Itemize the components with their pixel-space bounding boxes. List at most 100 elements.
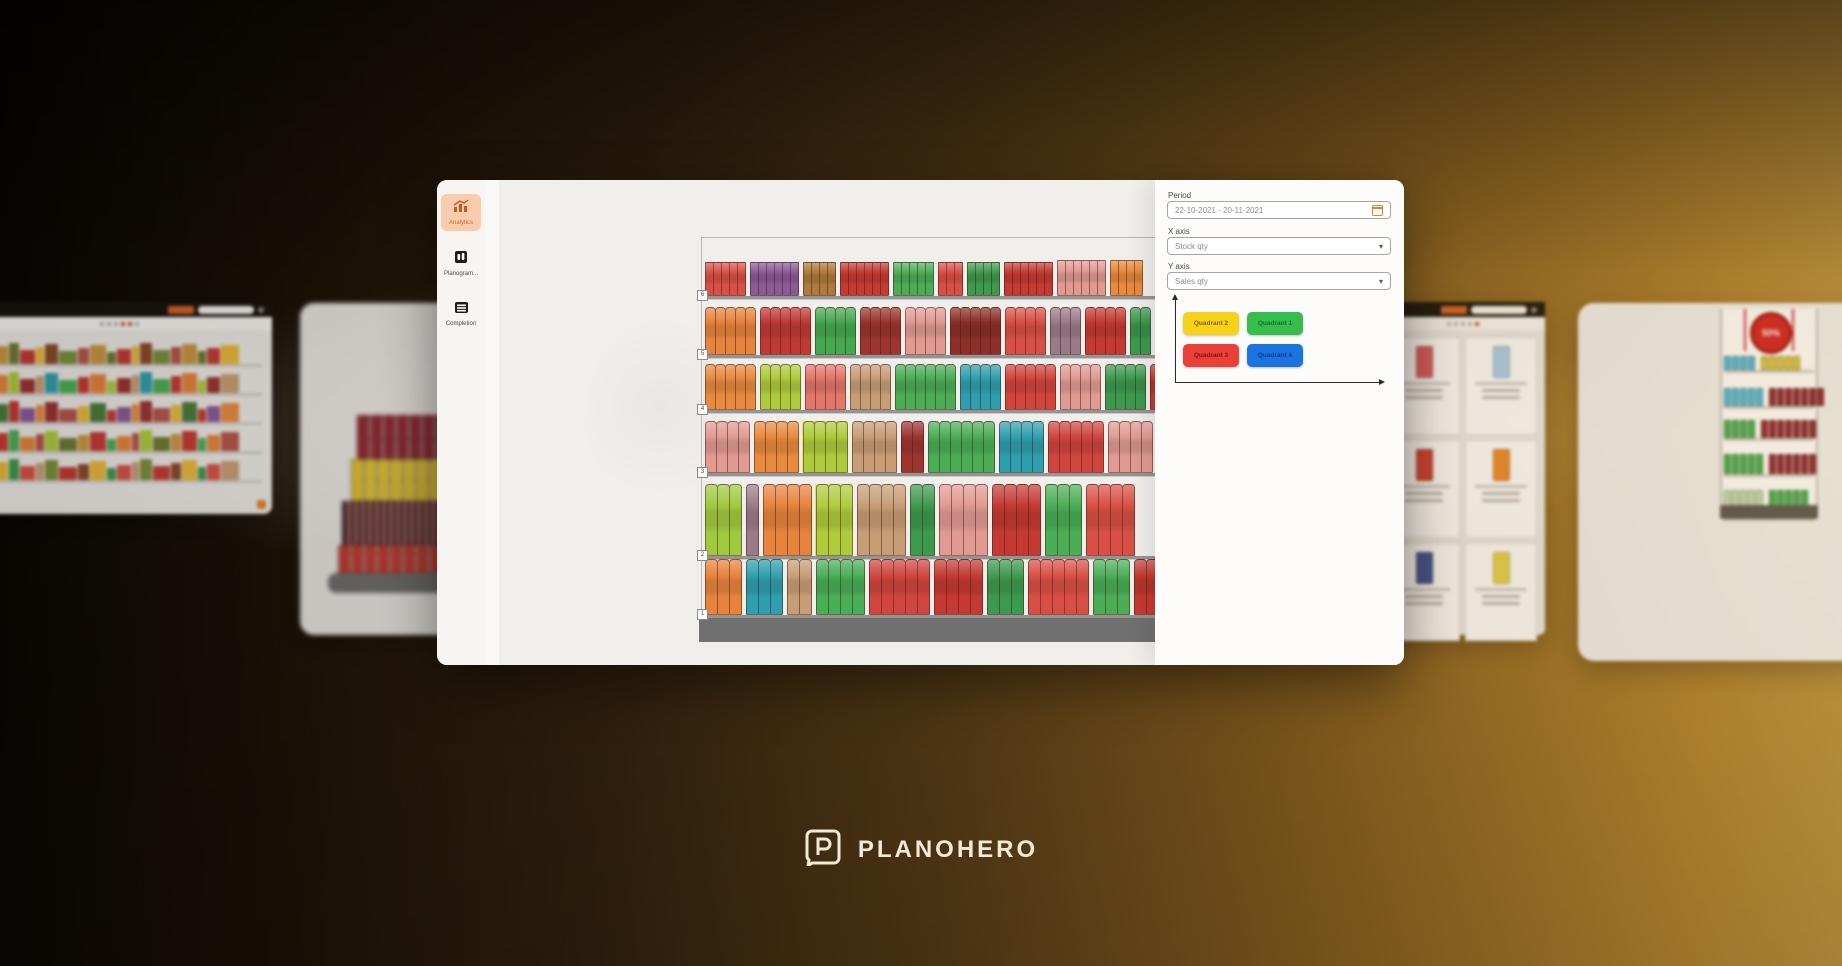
- product-facing[interactable]: [999, 559, 1012, 615]
- product-facing[interactable]: [763, 484, 776, 556]
- product-facing[interactable]: [1045, 364, 1056, 410]
- product-facing[interactable]: [1122, 484, 1135, 556]
- product-facing[interactable]: [790, 262, 799, 296]
- product-facing[interactable]: [1097, 260, 1106, 296]
- product-facing[interactable]: [990, 364, 1001, 410]
- product-facing[interactable]: [840, 484, 853, 556]
- product-facing[interactable]: [857, 484, 870, 556]
- product-facing[interactable]: [746, 484, 759, 556]
- product-facing[interactable]: [917, 559, 930, 615]
- product-facing[interactable]: [901, 421, 913, 473]
- product-facing[interactable]: [1140, 307, 1151, 355]
- product-facing[interactable]: [950, 421, 962, 473]
- product-facing[interactable]: [1059, 421, 1071, 473]
- product-facing[interactable]: [787, 421, 799, 473]
- product-facing[interactable]: [799, 484, 812, 556]
- product-facing[interactable]: [1052, 559, 1065, 615]
- product-facing[interactable]: [1134, 260, 1143, 296]
- product-facing[interactable]: [1105, 559, 1118, 615]
- product-facing[interactable]: [1004, 484, 1017, 556]
- product-facing[interactable]: [1057, 484, 1070, 556]
- product-facing[interactable]: [893, 559, 906, 615]
- x-axis-select[interactable]: Stock qty ▾: [1167, 237, 1391, 255]
- product-facing[interactable]: [827, 262, 836, 296]
- product-facing[interactable]: [869, 559, 882, 615]
- product-facing[interactable]: [893, 484, 906, 556]
- product-facing[interactable]: [881, 559, 894, 615]
- product-facing[interactable]: [835, 364, 846, 410]
- calendar-icon[interactable]: [1372, 204, 1383, 216]
- quadrant-button[interactable]: Quadrant 1: [1247, 312, 1303, 335]
- product-facing[interactable]: [816, 559, 829, 615]
- product-facing[interactable]: [946, 559, 959, 615]
- product-facing[interactable]: [1110, 484, 1123, 556]
- product-facing[interactable]: [840, 559, 853, 615]
- product-facing[interactable]: [1028, 559, 1041, 615]
- product-facing[interactable]: [991, 262, 1000, 296]
- product-facing[interactable]: [745, 364, 756, 410]
- product-facing[interactable]: [737, 262, 746, 296]
- y-axis-select[interactable]: Sales qty ▾: [1167, 272, 1391, 290]
- product-facing[interactable]: [816, 484, 829, 556]
- product-facing[interactable]: [939, 484, 952, 556]
- product-facing[interactable]: [1028, 484, 1041, 556]
- product-facing[interactable]: [990, 307, 1001, 355]
- product-facing[interactable]: [852, 421, 864, 473]
- product-facing[interactable]: [1035, 307, 1046, 355]
- product-facing[interactable]: [912, 421, 924, 473]
- product-facing[interactable]: [787, 559, 800, 615]
- product-facing[interactable]: [845, 307, 856, 355]
- product-facing[interactable]: [963, 484, 976, 556]
- product-facing[interactable]: [934, 559, 947, 615]
- product-facing[interactable]: [800, 307, 811, 355]
- sidebar-item-planogram[interactable]: Planogram...: [441, 245, 481, 282]
- product-facing[interactable]: [852, 559, 865, 615]
- quadrant-button[interactable]: Quadrant 4: [1247, 344, 1303, 367]
- product-facing[interactable]: [803, 421, 815, 473]
- product-facing[interactable]: [922, 484, 935, 556]
- product-facing[interactable]: [765, 421, 777, 473]
- product-facing[interactable]: [814, 421, 826, 473]
- period-date-input[interactable]: 22-10-2021 - 20-11-2021: [1167, 201, 1391, 219]
- product-facing[interactable]: [954, 262, 963, 296]
- product-facing[interactable]: [705, 559, 718, 615]
- product-facing[interactable]: [1090, 364, 1101, 410]
- product-facing[interactable]: [975, 484, 988, 556]
- product-facing[interactable]: [1076, 559, 1089, 615]
- product-facing[interactable]: [1086, 484, 1099, 556]
- product-facing[interactable]: [770, 559, 783, 615]
- product-facing[interactable]: [939, 421, 951, 473]
- product-facing[interactable]: [880, 262, 889, 296]
- sidebar-item-analytics[interactable]: Analytics: [441, 194, 481, 231]
- product-facing[interactable]: [925, 262, 934, 296]
- product-facing[interactable]: [935, 307, 946, 355]
- product-facing[interactable]: [799, 559, 812, 615]
- product-facing[interactable]: [746, 559, 759, 615]
- product-facing[interactable]: [716, 421, 728, 473]
- product-facing[interactable]: [972, 421, 984, 473]
- product-facing[interactable]: [1069, 484, 1082, 556]
- product-facing[interactable]: [1032, 421, 1044, 473]
- product-facing[interactable]: [828, 559, 841, 615]
- product-facing[interactable]: [885, 421, 897, 473]
- product-facing[interactable]: [1117, 559, 1130, 615]
- product-facing[interactable]: [738, 421, 750, 473]
- quadrant-button[interactable]: Quadrant 3: [1183, 344, 1239, 367]
- product-facing[interactable]: [729, 559, 742, 615]
- product-facing[interactable]: [1048, 421, 1060, 473]
- product-facing[interactable]: [945, 364, 956, 410]
- quadrant-button[interactable]: Quadrant 2: [1183, 312, 1239, 335]
- product-facing[interactable]: [1044, 262, 1053, 296]
- product-facing[interactable]: [1070, 307, 1081, 355]
- product-facing[interactable]: [1115, 307, 1126, 355]
- product-facing[interactable]: [745, 307, 756, 355]
- product-facing[interactable]: [1092, 421, 1104, 473]
- product-facing[interactable]: [754, 421, 766, 473]
- product-facing[interactable]: [1141, 421, 1153, 473]
- product-facing[interactable]: [970, 559, 983, 615]
- product-facing[interactable]: [1135, 364, 1146, 410]
- product-facing[interactable]: [1064, 559, 1077, 615]
- product-facing[interactable]: [983, 421, 995, 473]
- product-facing[interactable]: [890, 307, 901, 355]
- product-facing[interactable]: [905, 559, 918, 615]
